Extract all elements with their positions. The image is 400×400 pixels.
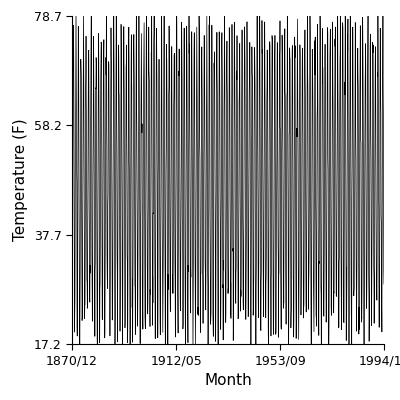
Y-axis label: Temperature (F): Temperature (F) [13, 119, 28, 241]
X-axis label: Month: Month [204, 373, 252, 388]
